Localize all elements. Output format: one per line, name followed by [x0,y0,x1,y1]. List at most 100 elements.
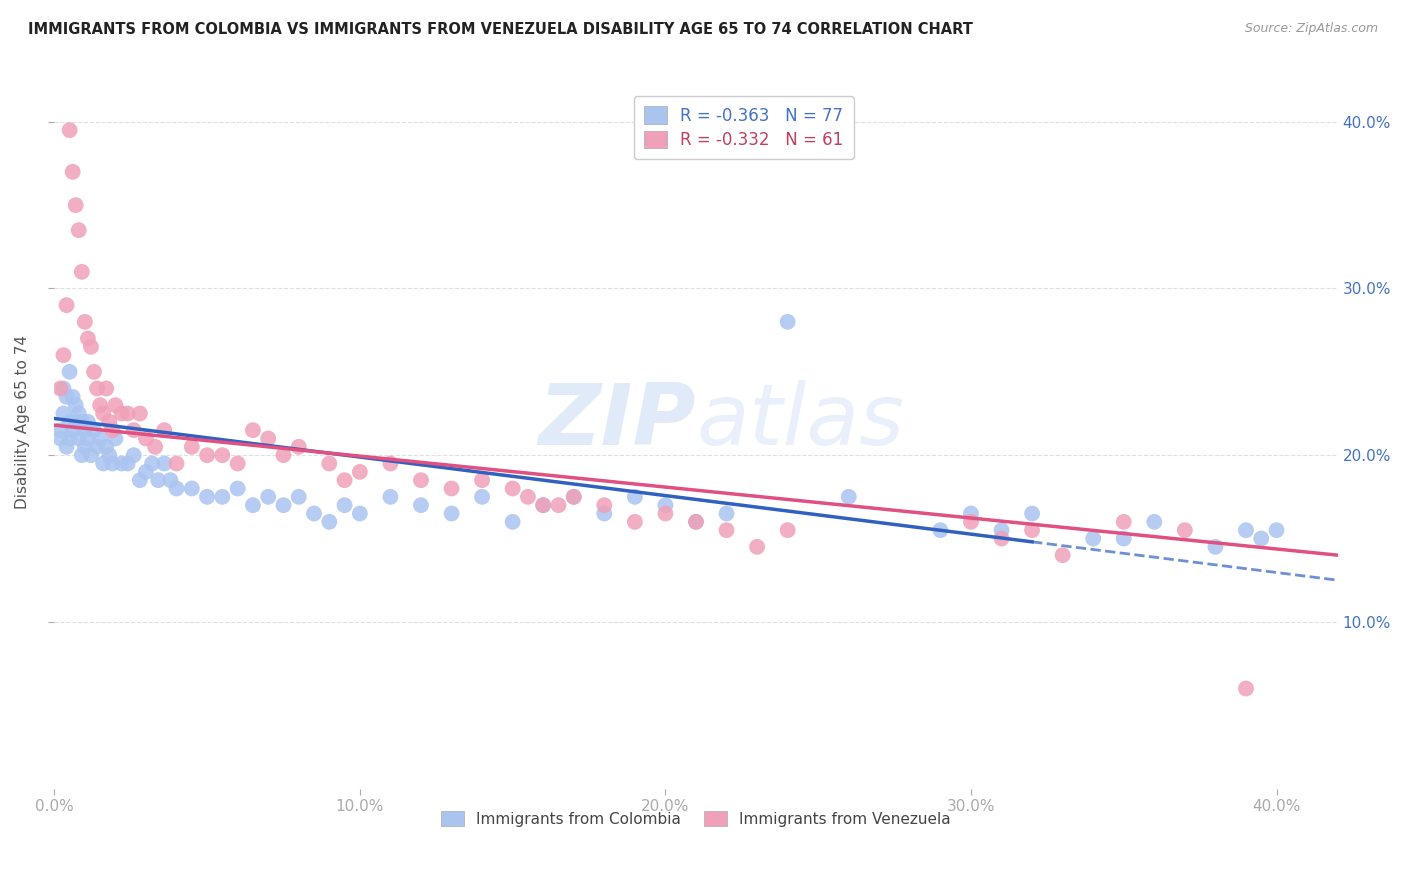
Point [242,423,264,437]
Point [226,457,249,471]
Point [148,473,170,487]
Point [516,490,538,504]
Point [104,432,127,446]
Text: IMMIGRANTS FROM COLOMBIA VS IMMIGRANTS FROM VENEZUELA DISABILITY AGE 65 TO 74 CO: IMMIGRANTS FROM COLOMBIA VS IMMIGRANTS F… [28,22,973,37]
Point [153,423,176,437]
Point [409,498,432,512]
Point [117,457,139,471]
Point [70,448,93,462]
Point [62,165,84,179]
Point [776,315,799,329]
Point [65,415,87,429]
Point [562,490,585,504]
Text: Source: ZipAtlas.com: Source: ZipAtlas.com [1244,22,1378,36]
Point [110,407,132,421]
Point [1234,681,1257,696]
Point [242,498,264,512]
Point [380,490,402,504]
Legend: Immigrants from Colombia, Immigrants from Venezuela: Immigrants from Colombia, Immigrants fro… [432,802,960,836]
Point [471,473,494,487]
Point [409,473,432,487]
Point [83,365,105,379]
Point [1112,515,1135,529]
Point [776,523,799,537]
Point [122,423,145,437]
Point [96,382,118,396]
Point [716,523,738,537]
Point [166,457,188,471]
Point [1021,507,1043,521]
Point [91,457,114,471]
Point [990,532,1012,546]
Point [273,448,295,462]
Point [58,365,80,379]
Point [349,507,371,521]
Point [654,498,676,512]
Point [89,432,111,446]
Point [562,490,585,504]
Point [685,515,707,529]
Point [380,457,402,471]
Point [1250,532,1272,546]
Point [52,407,75,421]
Point [929,523,952,537]
Point [117,407,139,421]
Point [960,507,983,521]
Point [318,457,340,471]
Point [318,515,340,529]
Point [211,448,233,462]
Point [128,473,150,487]
Point [80,448,103,462]
Point [70,265,93,279]
Point [226,482,249,496]
Point [1112,532,1135,546]
Point [1052,548,1074,562]
Point [135,432,157,446]
Point [104,398,127,412]
Point [716,507,738,521]
Point [1174,523,1197,537]
Point [86,382,108,396]
Point [180,440,202,454]
Point [62,390,84,404]
Point [101,457,124,471]
Point [58,432,80,446]
Point [49,382,72,396]
Point [745,540,768,554]
Point [1265,523,1288,537]
Point [838,490,860,504]
Point [128,407,150,421]
Point [502,482,524,496]
Point [55,390,77,404]
Point [83,423,105,437]
Point [77,331,100,345]
Point [333,473,356,487]
Point [70,415,93,429]
Point [180,482,202,496]
Point [77,432,100,446]
Point [593,507,616,521]
Point [73,423,96,437]
Point [302,507,325,521]
Point [91,407,114,421]
Point [440,482,463,496]
Point [67,223,90,237]
Point [143,440,166,454]
Point [166,482,188,496]
Point [273,498,295,512]
Point [257,490,280,504]
Point [58,415,80,429]
Point [624,490,647,504]
Point [547,498,569,512]
Point [287,440,309,454]
Point [67,407,90,421]
Point [593,498,616,512]
Point [211,490,233,504]
Point [349,465,371,479]
Point [195,490,218,504]
Point [1204,540,1226,554]
Point [141,457,163,471]
Point [1143,515,1166,529]
Point [1083,532,1105,546]
Point [89,398,111,412]
